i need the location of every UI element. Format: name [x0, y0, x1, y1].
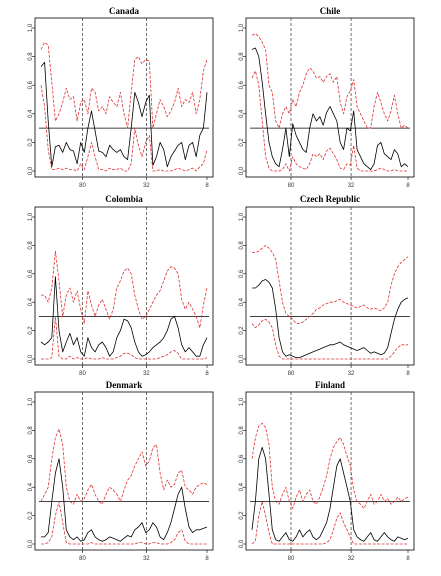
y-tick-label: 1.0 — [239, 23, 245, 32]
y-tick-label: 0.2 — [239, 326, 245, 335]
chart-title: Canada — [109, 6, 140, 16]
lower-band-line — [251, 500, 408, 545]
panel-2: Colombia 0.0 0.2 0.4 0.6 0.8 1.0 80 32 8 — [28, 194, 214, 377]
x-tick-label: 8 — [205, 556, 209, 562]
x-tick-label: 8 — [406, 183, 410, 189]
y-tick-label: 0.8 — [28, 426, 34, 435]
upper-band-line — [251, 33, 409, 129]
y-tick-label: 0.4 — [28, 109, 34, 118]
x-tick-label: 32 — [348, 183, 355, 189]
median-line — [41, 458, 208, 542]
y-tick-label: 1.0 — [28, 397, 34, 406]
y-tick-label: 1.0 — [28, 23, 34, 32]
median-line — [252, 279, 409, 359]
x-tick-label: 80 — [288, 371, 295, 377]
x-tick-label: 80 — [79, 183, 86, 189]
plot-frame — [245, 206, 415, 366]
lower-band-line — [41, 315, 208, 360]
y-tick-label: 0.0 — [28, 166, 34, 175]
median-line — [251, 47, 409, 171]
x-tick-label: 8 — [406, 556, 410, 562]
x-tick-label: 80 — [79, 556, 86, 562]
chart-title: Finland — [315, 380, 345, 390]
upper-band-line — [40, 41, 208, 129]
panel-3: Czech Republic 0.0 0.2 0.4 0.6 0.8 1.0 80 32 8 — [239, 194, 415, 377]
upper-band-line — [41, 250, 208, 329]
median-line — [40, 276, 208, 357]
x-tick-label: 32 — [348, 371, 355, 377]
y-tick-label: 0.0 — [28, 539, 34, 548]
panel-4: Denmark 0.0 0.2 0.4 0.6 0.8 1.0 80 32 8 — [28, 380, 214, 562]
y-tick-label: 0.6 — [239, 80, 245, 89]
lower-band-line — [41, 500, 207, 545]
y-tick-label: 0.8 — [28, 241, 34, 250]
y-tick-label: 1.0 — [239, 397, 245, 406]
y-tick-label: 0.4 — [28, 482, 34, 491]
x-tick-label: 8 — [205, 371, 209, 377]
y-tick-label: 0.6 — [28, 80, 34, 89]
y-tick-label: 0.4 — [239, 109, 245, 118]
x-tick-label: 32 — [143, 556, 150, 562]
chart-title: Chile — [320, 6, 341, 16]
x-tick-label: 80 — [288, 556, 295, 562]
median-line — [40, 61, 208, 168]
plot-frame — [34, 206, 214, 366]
y-tick-label: 0.8 — [239, 52, 245, 61]
lower-band-line — [251, 70, 408, 172]
y-tick-label: 0.6 — [239, 269, 245, 278]
median-line — [251, 446, 409, 542]
lower-band-line — [251, 318, 408, 360]
y-tick-label: 0.8 — [239, 241, 245, 250]
panel-0: Canada 0.0 0.2 0.4 0.6 0.8 1.0 80 32 8 — [28, 6, 214, 189]
y-tick-label: 0.4 — [239, 297, 245, 306]
chart-title: Czech Republic — [300, 194, 360, 204]
y-tick-label: 0.4 — [28, 297, 34, 306]
plot-frame — [245, 17, 415, 178]
x-tick-label: 32 — [348, 556, 355, 562]
lower-band-line — [40, 85, 208, 172]
y-tick-label: 0.2 — [28, 511, 34, 520]
chart-title: Colombia — [105, 194, 143, 204]
y-tick-label: 0.2 — [239, 138, 245, 147]
y-tick-label: 0.8 — [28, 52, 34, 61]
x-tick-label: 32 — [143, 371, 150, 377]
y-tick-label: 0.4 — [239, 482, 245, 491]
y-tick-label: 1.0 — [239, 212, 245, 221]
chart-title: Denmark — [106, 380, 143, 390]
upper-band-line — [252, 244, 409, 324]
y-tick-label: 0.2 — [239, 511, 245, 520]
x-tick-label: 80 — [288, 183, 295, 189]
upper-band-line — [251, 422, 409, 509]
y-tick-label: 0.2 — [28, 138, 34, 147]
plot-frame — [245, 391, 415, 551]
y-tick-label: 0.8 — [239, 426, 245, 435]
panel-5: Finland 0.0 0.2 0.4 0.6 0.8 1.0 80 32 8 — [239, 380, 415, 562]
y-tick-label: 0.6 — [28, 269, 34, 278]
y-tick-label: 0.6 — [28, 454, 34, 463]
y-tick-label: 1.0 — [28, 212, 34, 221]
y-tick-label: 0.0 — [239, 354, 245, 363]
x-tick-label: 32 — [143, 183, 150, 189]
y-tick-label: 0.0 — [239, 166, 245, 175]
x-tick-label: 80 — [79, 371, 86, 377]
y-tick-label: 0.6 — [239, 454, 245, 463]
y-tick-label: 0.0 — [239, 539, 245, 548]
y-tick-label: 0.2 — [28, 326, 34, 335]
upper-band-line — [40, 428, 208, 505]
plot-frame — [34, 391, 214, 551]
x-tick-label: 8 — [205, 183, 209, 189]
x-tick-label: 8 — [406, 371, 410, 377]
panel-1: Chile 0.0 0.2 0.4 0.6 0.8 1.0 80 32 8 — [239, 6, 415, 189]
plot-frame — [34, 17, 214, 178]
y-tick-label: 0.0 — [28, 354, 34, 363]
